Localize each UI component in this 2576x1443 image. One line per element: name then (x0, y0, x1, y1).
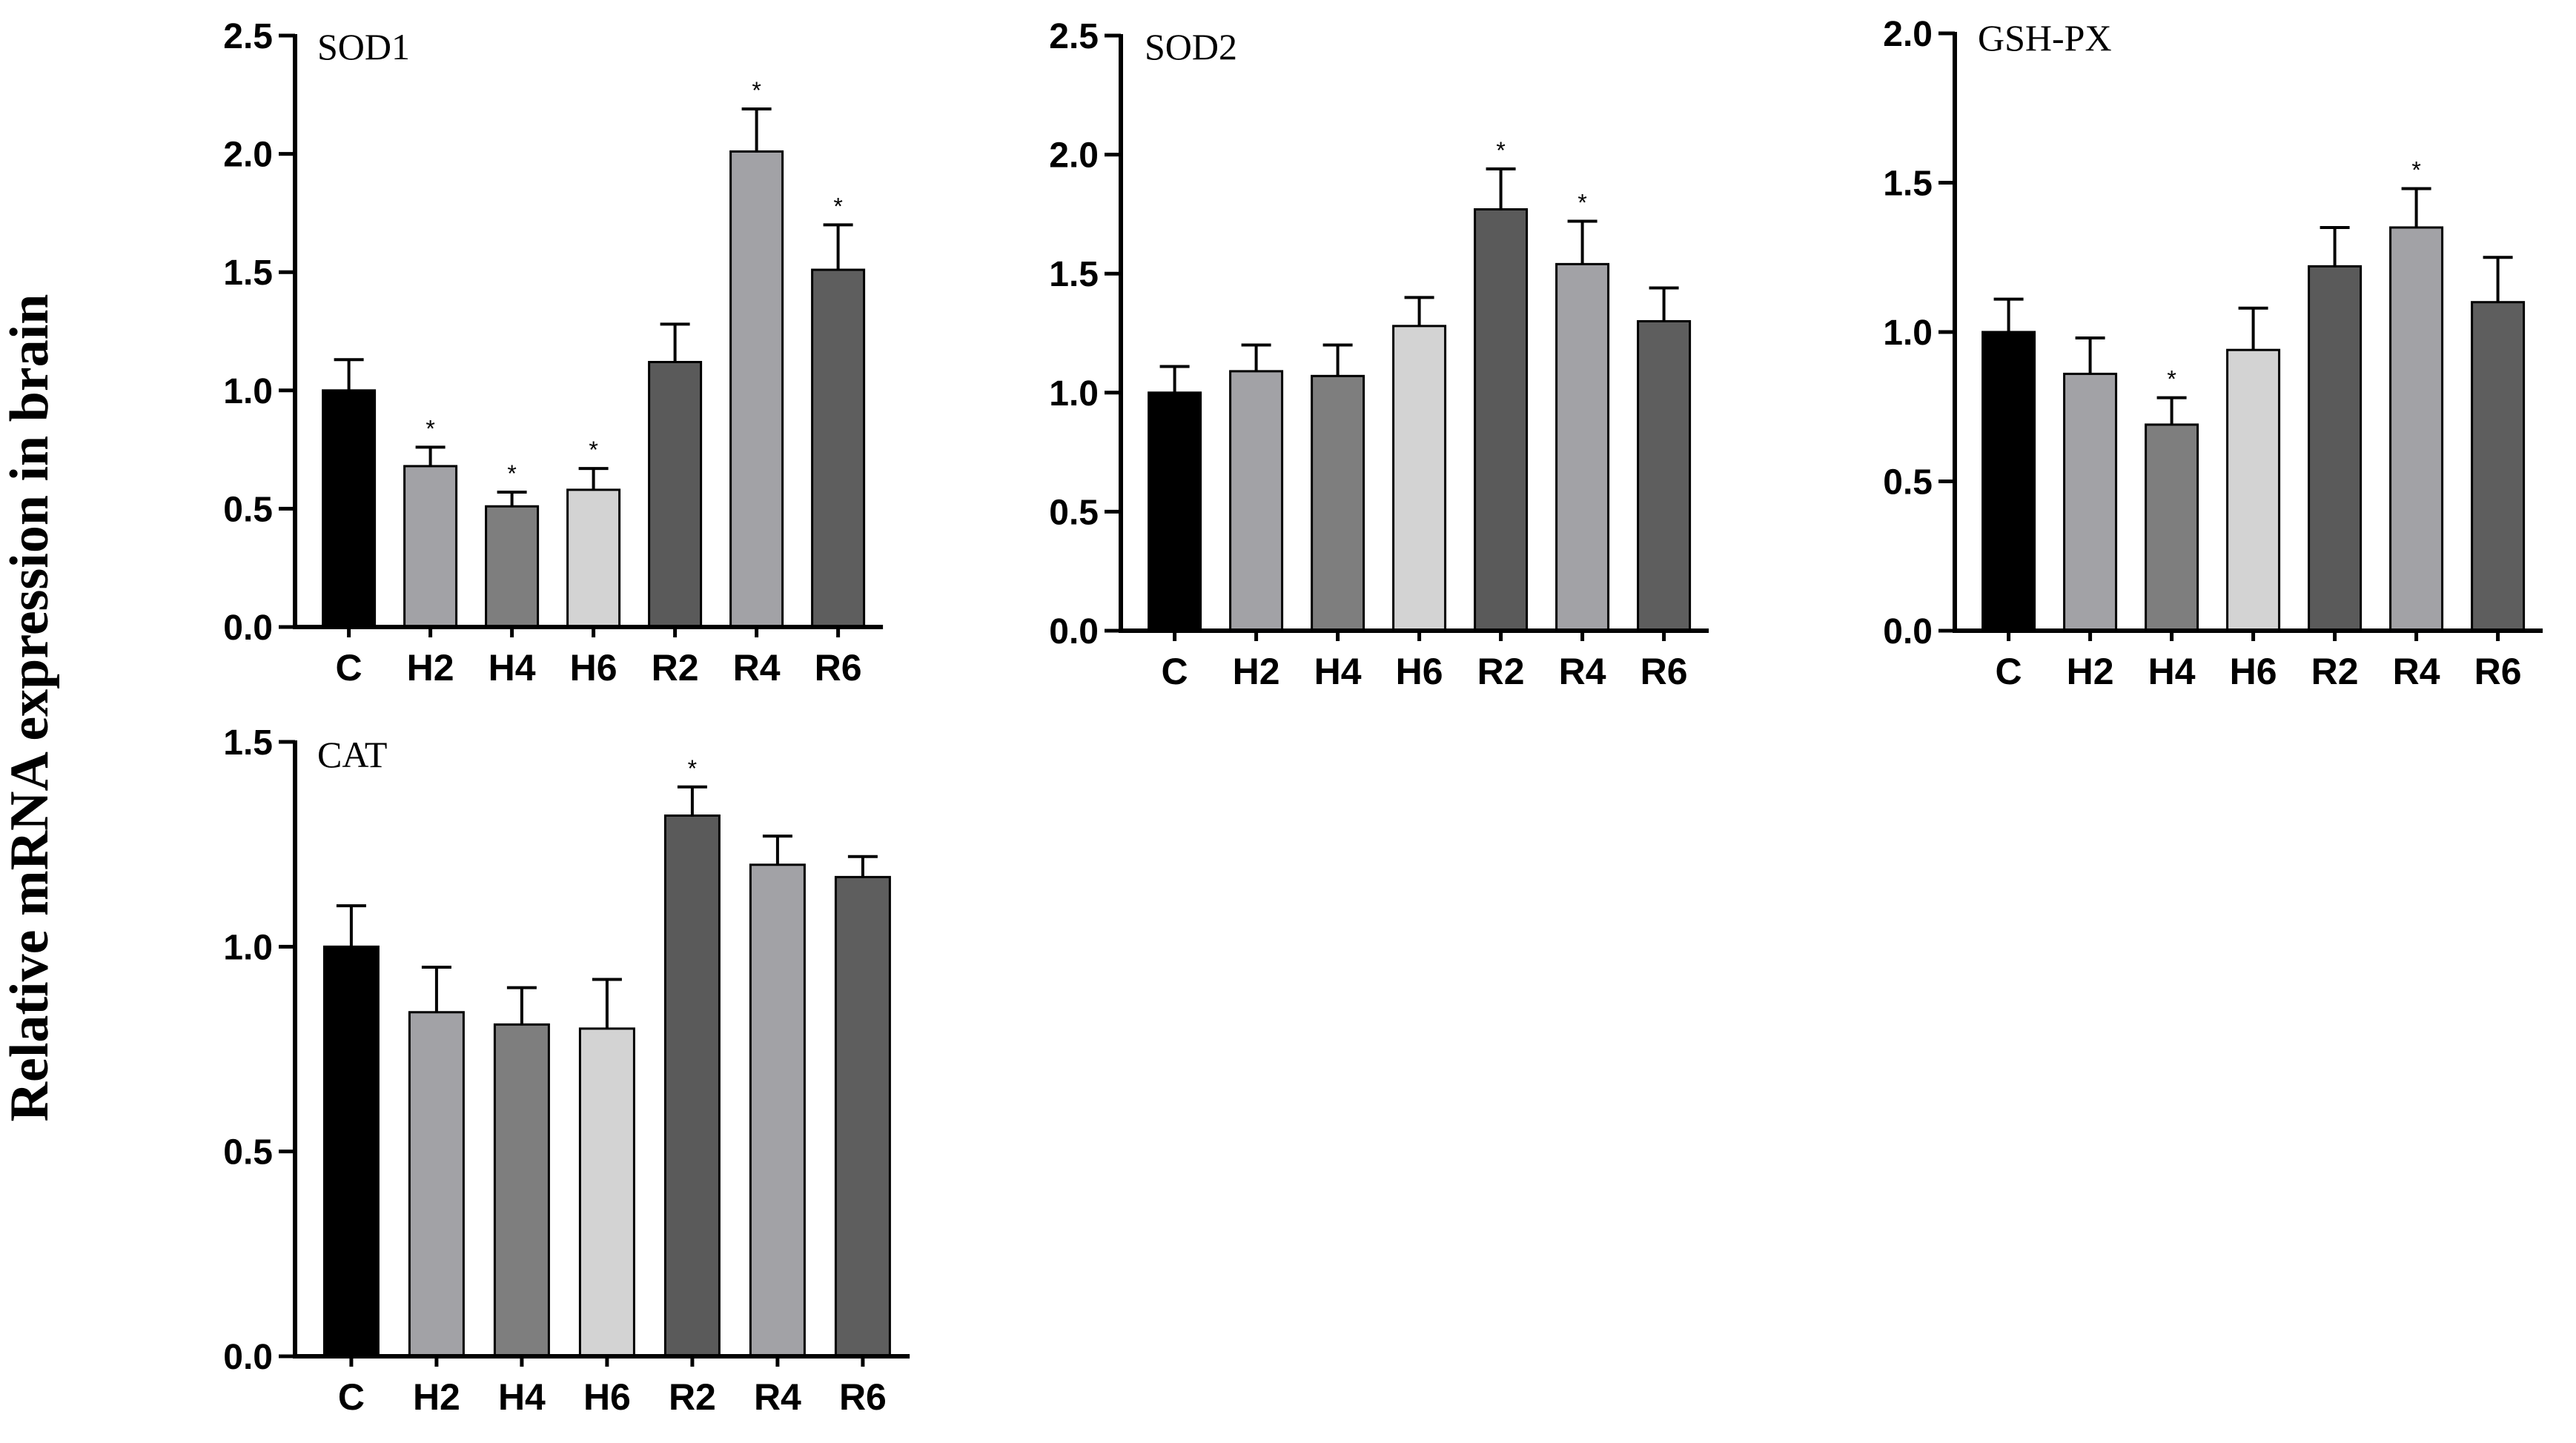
x-tick-label: H4 (498, 1376, 546, 1418)
bar-r4 (1555, 262, 1610, 632)
y-tick-label: 2.0 (223, 136, 273, 175)
x-tick-label: R2 (652, 647, 699, 689)
x-tick-label: H2 (1233, 651, 1280, 692)
y-tick-label: 1.0 (1883, 314, 1933, 353)
bar-h4 (2145, 423, 2199, 632)
x-tick-label: C (336, 647, 362, 689)
significance-marker: * (589, 437, 597, 463)
bar-c (322, 389, 377, 628)
y-tick-label: 0.0 (1883, 612, 1933, 651)
bar-r2 (663, 814, 721, 1358)
panel-cat: C H2 H4 H6 * R2 R4 R6 0.0 0.5 1.0 1.5 CAT (223, 723, 910, 1418)
bar-h2 (1229, 370, 1284, 632)
y-tick-label: 1.0 (223, 372, 273, 411)
significance-marker: * (752, 77, 761, 104)
y-tick-label: 1.0 (223, 928, 273, 967)
y-tick-label: 0.5 (223, 1133, 273, 1172)
y-tick-label: 2.0 (1883, 15, 1933, 54)
x-tick-label: C (1996, 651, 2022, 692)
significance-marker: * (2411, 157, 2420, 184)
y-tick-label: 1.0 (1049, 374, 1099, 414)
x-tick-label: H6 (583, 1376, 631, 1418)
x-tick-label: R6 (1640, 651, 1688, 692)
bar-r4 (2389, 226, 2444, 632)
x-tick-label: R4 (1559, 651, 1606, 692)
panel-title: SOD1 (317, 26, 410, 67)
x-tick-label: H6 (2230, 651, 2277, 692)
y-tick-label: 0.5 (1049, 493, 1099, 532)
panel-sod2: C H2 H4 H6 * R2 * R4 R6 0.0 0.5 1.0 1.5 2.0 2.5 SOD2 (1049, 17, 1709, 692)
bar-r2 (648, 360, 703, 628)
bar-r6 (1637, 319, 1692, 632)
bar-r6 (834, 875, 891, 1358)
bar-r6 (2471, 301, 2526, 632)
panel-gsh-px: C H2 * H4 H6 R2 * R4 R6 0.0 0.5 1.0 1.5 2.0 GSH-PX (1883, 15, 2543, 692)
x-tick-label: H4 (489, 647, 536, 689)
y-tick-label: 1.5 (1049, 255, 1099, 294)
x-tick-label: R6 (2474, 651, 2522, 692)
figure-y-axis-label: Relative mRNA expression in brain (0, 294, 60, 1122)
y-tick-label: 1.5 (1883, 165, 1933, 204)
bar-c (1148, 391, 1202, 632)
bar-h2 (2063, 372, 2118, 632)
significance-marker: * (507, 460, 516, 487)
panel-sod1: C * H2 * H4 * H6 R2 * R4 * R6 0.0 0.5 1.0 1.5 2.0 2.5 SOD1 (223, 17, 884, 689)
bar-h2 (403, 465, 458, 628)
y-tick-label: 0.0 (223, 1338, 273, 1377)
bar-r6 (811, 268, 866, 628)
significance-marker: * (2167, 366, 2176, 393)
bar-h4 (493, 1023, 550, 1358)
bar-c (1981, 331, 2036, 632)
bar-h4 (485, 505, 540, 628)
x-tick-label: R2 (1477, 651, 1525, 692)
panel-title: GSH-PX (1978, 17, 2112, 59)
x-tick-label: H4 (2148, 651, 2196, 692)
x-tick-label: R4 (754, 1376, 801, 1418)
x-tick-label: H2 (2067, 651, 2114, 692)
x-tick-label: C (1162, 651, 1188, 692)
x-tick-label: R2 (2311, 651, 2359, 692)
y-tick-label: 0.0 (223, 608, 273, 648)
bar-r4 (729, 150, 784, 628)
x-tick-label: R6 (815, 647, 862, 689)
panel-title: CAT (317, 734, 387, 775)
bar-r4 (749, 863, 806, 1358)
y-tick-label: 1.5 (223, 253, 273, 293)
y-tick-label: 0.0 (1049, 612, 1099, 651)
x-tick-label: R6 (839, 1376, 887, 1418)
x-tick-label: R4 (733, 647, 781, 689)
significance-marker: * (1496, 137, 1505, 164)
bar-h6 (578, 1027, 635, 1358)
bar-r2 (2308, 265, 2363, 632)
x-tick-label: R4 (2393, 651, 2440, 692)
significance-marker: * (1577, 190, 1586, 216)
y-tick-label: 2.5 (1049, 17, 1099, 56)
y-tick-label: 2.0 (1049, 136, 1099, 176)
y-tick-label: 2.5 (223, 17, 273, 56)
x-tick-label: H6 (570, 647, 617, 689)
panel-title: SOD2 (1145, 26, 1237, 67)
bar-h2 (408, 1011, 465, 1358)
y-tick-label: 1.5 (223, 723, 273, 763)
bar-h4 (1311, 374, 1365, 632)
y-tick-label: 0.5 (1883, 463, 1933, 502)
bar-h6 (1392, 325, 1447, 632)
x-tick-label: H2 (413, 1376, 460, 1418)
x-tick-label: R2 (669, 1376, 716, 1418)
bar-c (322, 945, 380, 1358)
significance-marker: * (688, 755, 697, 782)
bar-h6 (566, 488, 621, 628)
x-tick-label: H6 (1396, 651, 1443, 692)
x-tick-label: C (338, 1376, 365, 1418)
x-tick-label: H4 (1314, 651, 1362, 692)
x-tick-label: H2 (407, 647, 454, 689)
significance-marker: * (426, 415, 434, 442)
y-tick-label: 0.5 (223, 490, 273, 529)
bar-h6 (2226, 348, 2281, 632)
significance-marker: * (833, 193, 842, 219)
bar-r2 (1474, 208, 1529, 632)
